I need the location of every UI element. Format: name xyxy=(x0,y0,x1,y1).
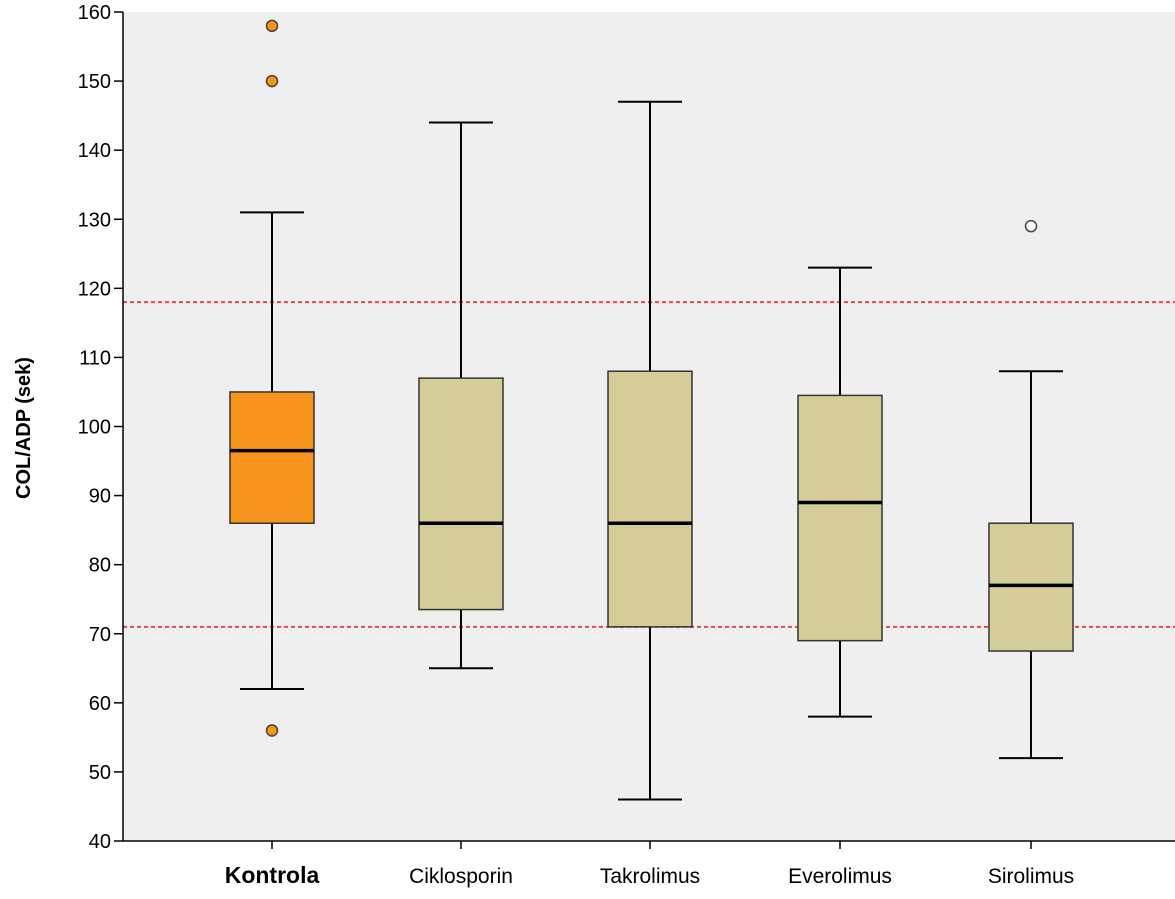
x-tick-label: Sirolimus xyxy=(988,865,1074,888)
y-tick-label: 40 xyxy=(89,831,111,853)
y-tick-label: 80 xyxy=(89,555,111,577)
box-iqr xyxy=(418,377,504,611)
outlier-point xyxy=(1024,219,1038,233)
box-kontrola xyxy=(229,19,315,737)
x-tick-label: Takrolimus xyxy=(600,865,700,888)
box-sirolimus xyxy=(988,219,1074,760)
y-tick-label: 130 xyxy=(78,209,111,231)
y-tick-label: 150 xyxy=(78,71,111,93)
y-axis: 40 50 60 70 80 90 100 110 120 130 140 150 160 xyxy=(78,2,124,853)
y-tick-label: 50 xyxy=(89,762,111,784)
outlier-point xyxy=(265,724,279,737)
y-tick-label: 100 xyxy=(78,417,111,439)
y-tick-label: 70 xyxy=(89,624,111,646)
outlier-point xyxy=(265,19,279,33)
box-everolimus xyxy=(797,266,883,718)
x-tick-label: Ciklosporin xyxy=(409,865,513,888)
box-ciklosporin xyxy=(418,121,504,670)
box-takrolimus xyxy=(607,100,693,801)
box-iqr xyxy=(607,370,693,628)
y-tick-label: 160 xyxy=(78,2,111,24)
boxes xyxy=(229,19,1074,801)
y-tick-label: 60 xyxy=(89,693,111,715)
box-iqr xyxy=(229,391,315,524)
y-tick-label: 110 xyxy=(79,347,111,369)
box-iqr xyxy=(797,394,883,642)
x-axis: Kontrola Ciklosporin Takrolimus Everolimus S… xyxy=(123,840,1175,888)
y-axis-label: COL/ADP (sek) xyxy=(13,357,35,499)
y-tick-label: 120 xyxy=(78,278,111,300)
x-tick-label: Kontrola xyxy=(225,862,320,888)
x-tick-label: Everolimus xyxy=(788,865,892,888)
y-tick-label: 90 xyxy=(89,486,111,508)
y-tick-label: 140 xyxy=(78,140,111,162)
outlier-point xyxy=(265,74,279,88)
